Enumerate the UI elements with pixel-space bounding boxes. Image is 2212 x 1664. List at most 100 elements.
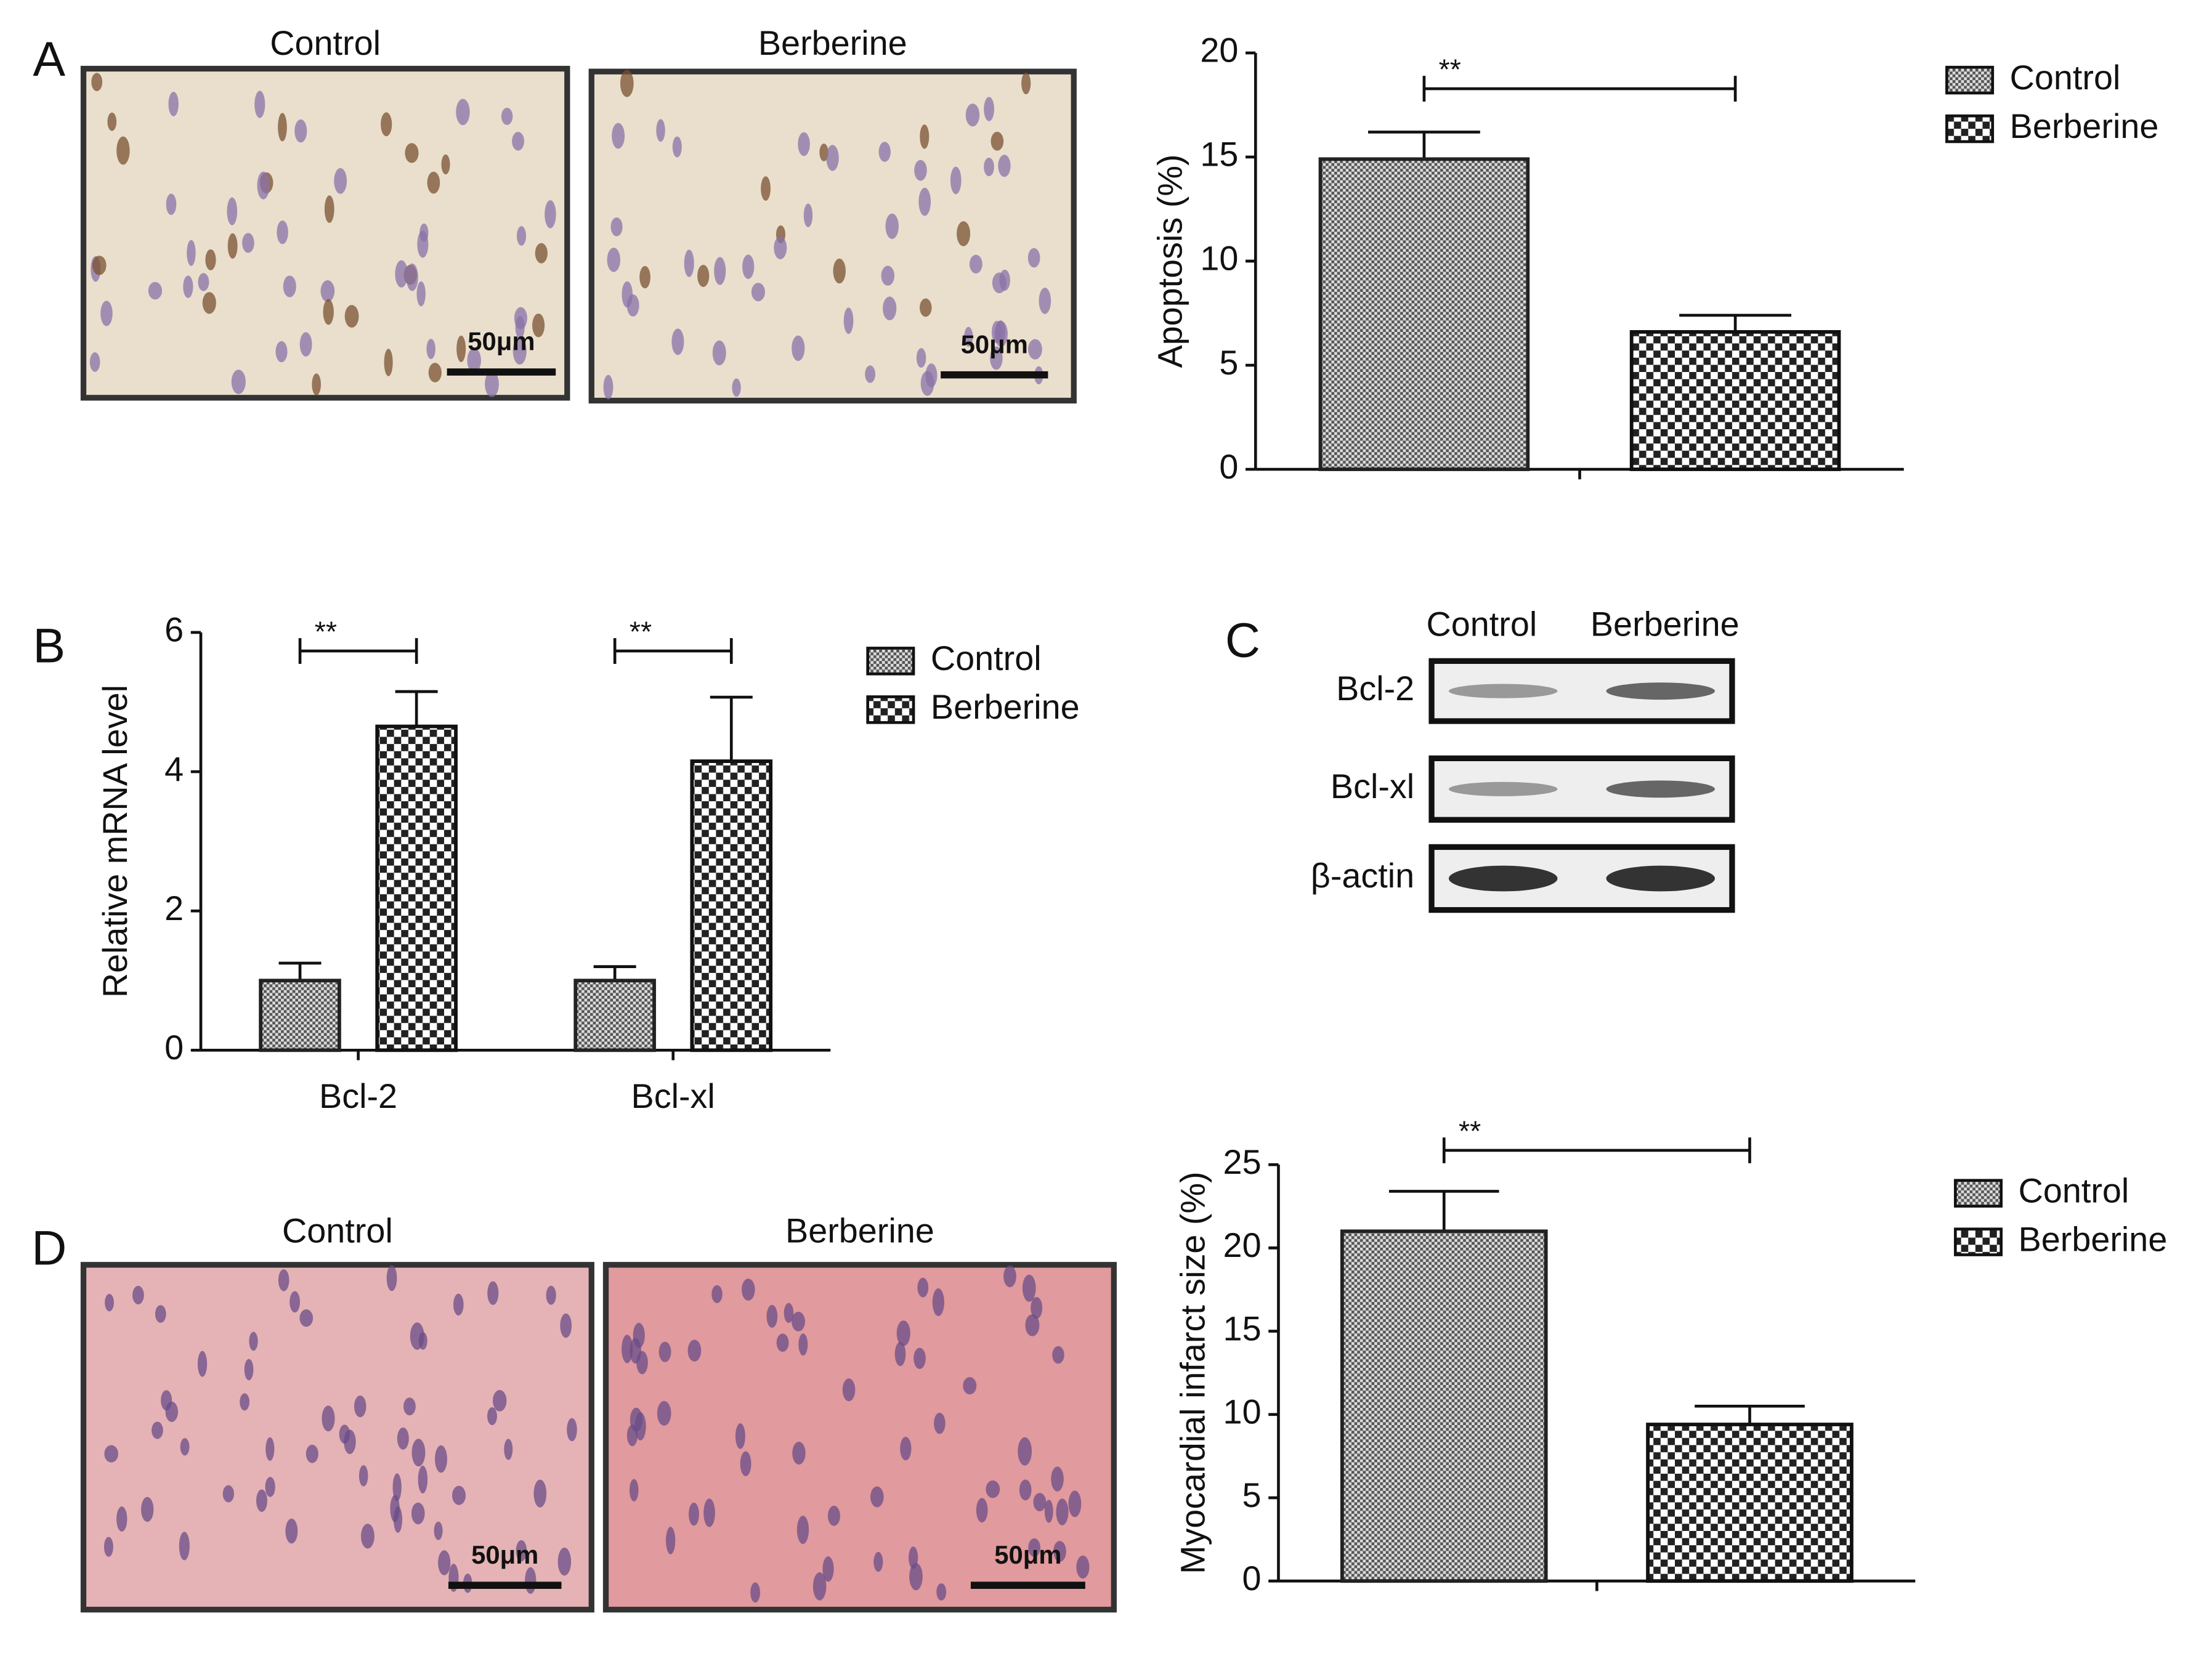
nucleus xyxy=(545,200,556,228)
nucleus xyxy=(984,97,994,121)
nucleus xyxy=(322,1405,335,1432)
nucleus xyxy=(798,1333,808,1356)
nucleus xyxy=(183,275,193,298)
nucleus xyxy=(504,1439,513,1460)
micrograph xyxy=(588,68,1077,404)
nucleus xyxy=(354,1395,367,1418)
nucleus xyxy=(166,193,177,216)
blot-row-label: Bcl-2 xyxy=(1336,669,1414,708)
y-tick-label: 20 xyxy=(1223,1226,1262,1264)
significance-label: ** xyxy=(315,615,337,647)
nucleus xyxy=(1027,248,1040,268)
nucleus xyxy=(865,365,875,383)
x-tick-label: Bcl-xl xyxy=(631,1077,715,1115)
y-axis-label: Relative mRNA level xyxy=(96,685,134,998)
nucleus xyxy=(658,1341,671,1362)
nucleus xyxy=(986,1480,1000,1498)
bar xyxy=(1318,157,1530,471)
nucleus xyxy=(784,1303,794,1323)
nucleus xyxy=(896,1320,910,1346)
nucleus xyxy=(453,1293,464,1316)
nucleus xyxy=(320,280,335,302)
nucleus xyxy=(634,1412,646,1441)
panel-letter: A xyxy=(33,31,65,86)
nucleus xyxy=(1056,1498,1069,1525)
nucleus xyxy=(116,1506,128,1532)
nucleus xyxy=(656,119,665,142)
nucleus xyxy=(227,233,238,259)
nucleus xyxy=(386,1265,397,1291)
nucleus xyxy=(711,1285,723,1303)
blot-band xyxy=(1448,684,1558,698)
nucleus xyxy=(254,91,265,118)
nucleus xyxy=(1028,339,1042,360)
nucleus xyxy=(714,257,726,285)
nucleus xyxy=(812,1572,827,1601)
nucleus xyxy=(487,1281,499,1305)
nucleus xyxy=(324,195,334,224)
nucleus xyxy=(934,1413,946,1434)
nucleus xyxy=(916,348,926,368)
nucleus xyxy=(792,1311,805,1331)
micrograph-title: Berberine xyxy=(758,24,907,62)
panel-letter: D xyxy=(31,1221,67,1275)
nucleus xyxy=(244,1359,254,1381)
nucleus xyxy=(227,197,238,225)
blot-row-label: Bcl-xl xyxy=(1331,767,1414,806)
legend-label: Control xyxy=(931,639,1042,677)
nucleus xyxy=(180,1438,190,1456)
nucleus xyxy=(750,1582,760,1603)
nucleus xyxy=(712,340,726,366)
nucleus xyxy=(406,263,418,291)
nucleus xyxy=(1033,1493,1047,1511)
nucleus xyxy=(427,171,440,194)
nucleus xyxy=(622,1335,633,1363)
significance-label: ** xyxy=(1459,1115,1481,1147)
nucleus xyxy=(1053,1541,1066,1562)
y-axis-label: Apoptosis (%) xyxy=(1151,154,1189,368)
nucleus xyxy=(306,1444,318,1463)
nucleus xyxy=(512,132,525,151)
nucleus xyxy=(1003,1265,1016,1288)
nucleus xyxy=(965,103,980,127)
nucleus xyxy=(883,296,897,321)
nucleus xyxy=(299,1309,314,1327)
blot-band xyxy=(1606,682,1716,700)
y-axis-label: Myocardial infarct size (%) xyxy=(1173,1171,1212,1574)
nucleus xyxy=(441,154,450,175)
nucleus xyxy=(963,1377,977,1395)
nucleus xyxy=(105,1293,114,1312)
nucleus xyxy=(992,272,1007,294)
legend-label: Berberine xyxy=(2019,1220,2168,1258)
nucleus xyxy=(900,1437,912,1461)
nucleus xyxy=(222,1485,234,1503)
nucleus xyxy=(920,371,934,396)
nucleus xyxy=(1019,1479,1032,1501)
nucleus xyxy=(265,1477,275,1497)
nucleus xyxy=(735,1423,745,1449)
nucleus xyxy=(1076,1555,1090,1579)
nucleus xyxy=(774,236,787,260)
nucleus xyxy=(493,1390,507,1412)
nucleus xyxy=(740,1451,752,1477)
nucleus xyxy=(792,335,805,361)
nucleus xyxy=(1028,1538,1040,1557)
nucleus xyxy=(703,1498,715,1527)
nucleus xyxy=(620,70,634,97)
nucleus xyxy=(697,264,710,288)
legend-swatch xyxy=(1945,65,1995,95)
blot-band xyxy=(1448,865,1558,892)
nucleus xyxy=(1052,1346,1064,1364)
nucleus xyxy=(257,171,270,200)
nucleus xyxy=(607,248,621,272)
nucleus xyxy=(278,1269,290,1291)
nucleus xyxy=(870,1486,884,1508)
y-tick-label: 15 xyxy=(1223,1309,1262,1347)
nucleus xyxy=(240,1393,249,1411)
y-tick-label: 20 xyxy=(1200,31,1238,70)
nucleus xyxy=(132,1285,144,1305)
nucleus xyxy=(456,335,466,362)
nucleus xyxy=(914,1347,926,1369)
nucleus xyxy=(881,265,895,286)
